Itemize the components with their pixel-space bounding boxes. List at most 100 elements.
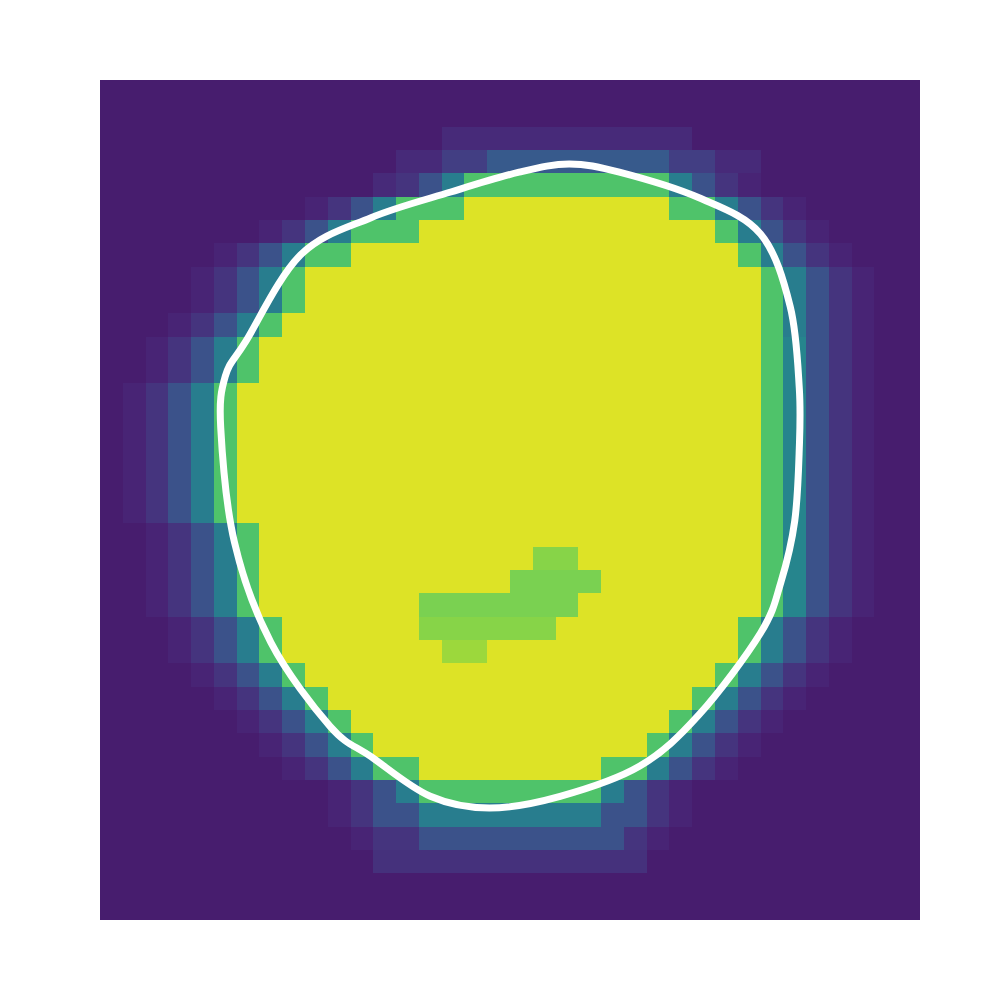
- heatmap-cell: [214, 687, 237, 711]
- heatmap-cell: [442, 687, 465, 711]
- heatmap-cell: [328, 803, 351, 827]
- heatmap-cell: [168, 80, 191, 104]
- heatmap-cell: [647, 430, 670, 454]
- heatmap-cell: [282, 827, 305, 851]
- heatmap-cell: [351, 710, 374, 734]
- heatmap-cell: [578, 337, 601, 361]
- heatmap-cell: [669, 360, 692, 384]
- heatmap-cell: [647, 827, 670, 851]
- heatmap-cell: [556, 570, 579, 594]
- heatmap-cell: [487, 453, 510, 477]
- background: [0, 0, 1000, 1000]
- heatmap-cell: [601, 710, 624, 734]
- heatmap-cell: [647, 243, 670, 267]
- heatmap-cell: [806, 430, 829, 454]
- heatmap-cell: [328, 453, 351, 477]
- heatmap-cell: [647, 663, 670, 687]
- heatmap-cell: [396, 313, 419, 337]
- heatmap-cell: [624, 780, 647, 804]
- heatmap-cell: [442, 617, 465, 641]
- heatmap-cell: [601, 873, 624, 897]
- heatmap-cell: [874, 313, 897, 337]
- heatmap-cell: [897, 710, 920, 734]
- heatmap-cell: [624, 197, 647, 221]
- heatmap-cell: [510, 383, 533, 407]
- heatmap-cell: [259, 780, 282, 804]
- heatmap-cell: [237, 803, 260, 827]
- heatmap-cell: [829, 173, 852, 197]
- heatmap-cell: [533, 313, 556, 337]
- heatmap-cell: [487, 640, 510, 664]
- heatmap-cell: [168, 873, 191, 897]
- heatmap-cell: [852, 337, 875, 361]
- heatmap-cell: [373, 477, 396, 501]
- heatmap-cell: [442, 873, 465, 897]
- heatmap-cell: [487, 547, 510, 571]
- heatmap-cell: [282, 710, 305, 734]
- heatmap-cell: [874, 127, 897, 151]
- heatmap-cell: [897, 640, 920, 664]
- heatmap-cell: [897, 593, 920, 617]
- heatmap-cell: [146, 103, 169, 127]
- heatmap-cell: [624, 290, 647, 314]
- heatmap-cell: [829, 150, 852, 174]
- heatmap-cell: [556, 173, 579, 197]
- heatmap-cell: [692, 290, 715, 314]
- heatmap-cell: [829, 617, 852, 641]
- heatmap-cell: [146, 523, 169, 547]
- heatmap-cell: [487, 687, 510, 711]
- heatmap-cell: [123, 267, 146, 291]
- heatmap-cell: [373, 430, 396, 454]
- heatmap-cell: [669, 687, 692, 711]
- heatmap-cell: [396, 337, 419, 361]
- heatmap-cell: [852, 290, 875, 314]
- heatmap-cell: [373, 547, 396, 571]
- heatmap-cell: [897, 477, 920, 501]
- heatmap-cell: [738, 127, 761, 151]
- heatmap-cell: [419, 827, 442, 851]
- heatmap-cell: [669, 663, 692, 687]
- heatmap-cell: [692, 430, 715, 454]
- heatmap-cell: [168, 407, 191, 431]
- heatmap-cell: [351, 523, 374, 547]
- heatmap-cell: [897, 313, 920, 337]
- heatmap-cell: [806, 290, 829, 314]
- heatmap-cell: [373, 127, 396, 151]
- heatmap-cell: [351, 290, 374, 314]
- heatmap-cell: [874, 687, 897, 711]
- heatmap-cell: [715, 640, 738, 664]
- heatmap-cell: [692, 337, 715, 361]
- heatmap-cell: [305, 383, 328, 407]
- heatmap-cell: [168, 780, 191, 804]
- heatmap-cell: [510, 733, 533, 757]
- heatmap-cell: [533, 453, 556, 477]
- heatmap-cell: [328, 313, 351, 337]
- heatmap-cell: [442, 243, 465, 267]
- heatmap-cell: [669, 337, 692, 361]
- heatmap-cell: [669, 850, 692, 874]
- heatmap-cell: [146, 453, 169, 477]
- heatmap-cell: [351, 267, 374, 291]
- heatmap-cell: [351, 640, 374, 664]
- heatmap-cell: [305, 547, 328, 571]
- heatmap-cell: [237, 477, 260, 501]
- heatmap-cell: [282, 570, 305, 594]
- heatmap-cell: [259, 150, 282, 174]
- heatmap-cell: [715, 267, 738, 291]
- heatmap-cell: [464, 593, 487, 617]
- heatmap-cell: [874, 150, 897, 174]
- heatmap-cell: [897, 757, 920, 781]
- heatmap-cell: [624, 897, 647, 920]
- heatmap-cell: [100, 197, 123, 221]
- heatmap-cell: [829, 687, 852, 711]
- heatmap-cell: [533, 430, 556, 454]
- heatmap-cell: [829, 570, 852, 594]
- heatmap-cell: [259, 803, 282, 827]
- heatmap-cell: [328, 197, 351, 221]
- heatmap-cell: [237, 383, 260, 407]
- heatmap-cell: [123, 80, 146, 104]
- heatmap-cell: [100, 80, 123, 104]
- heatmap-cell: [259, 173, 282, 197]
- heatmap-cell: [214, 220, 237, 244]
- heatmap-cell: [100, 150, 123, 174]
